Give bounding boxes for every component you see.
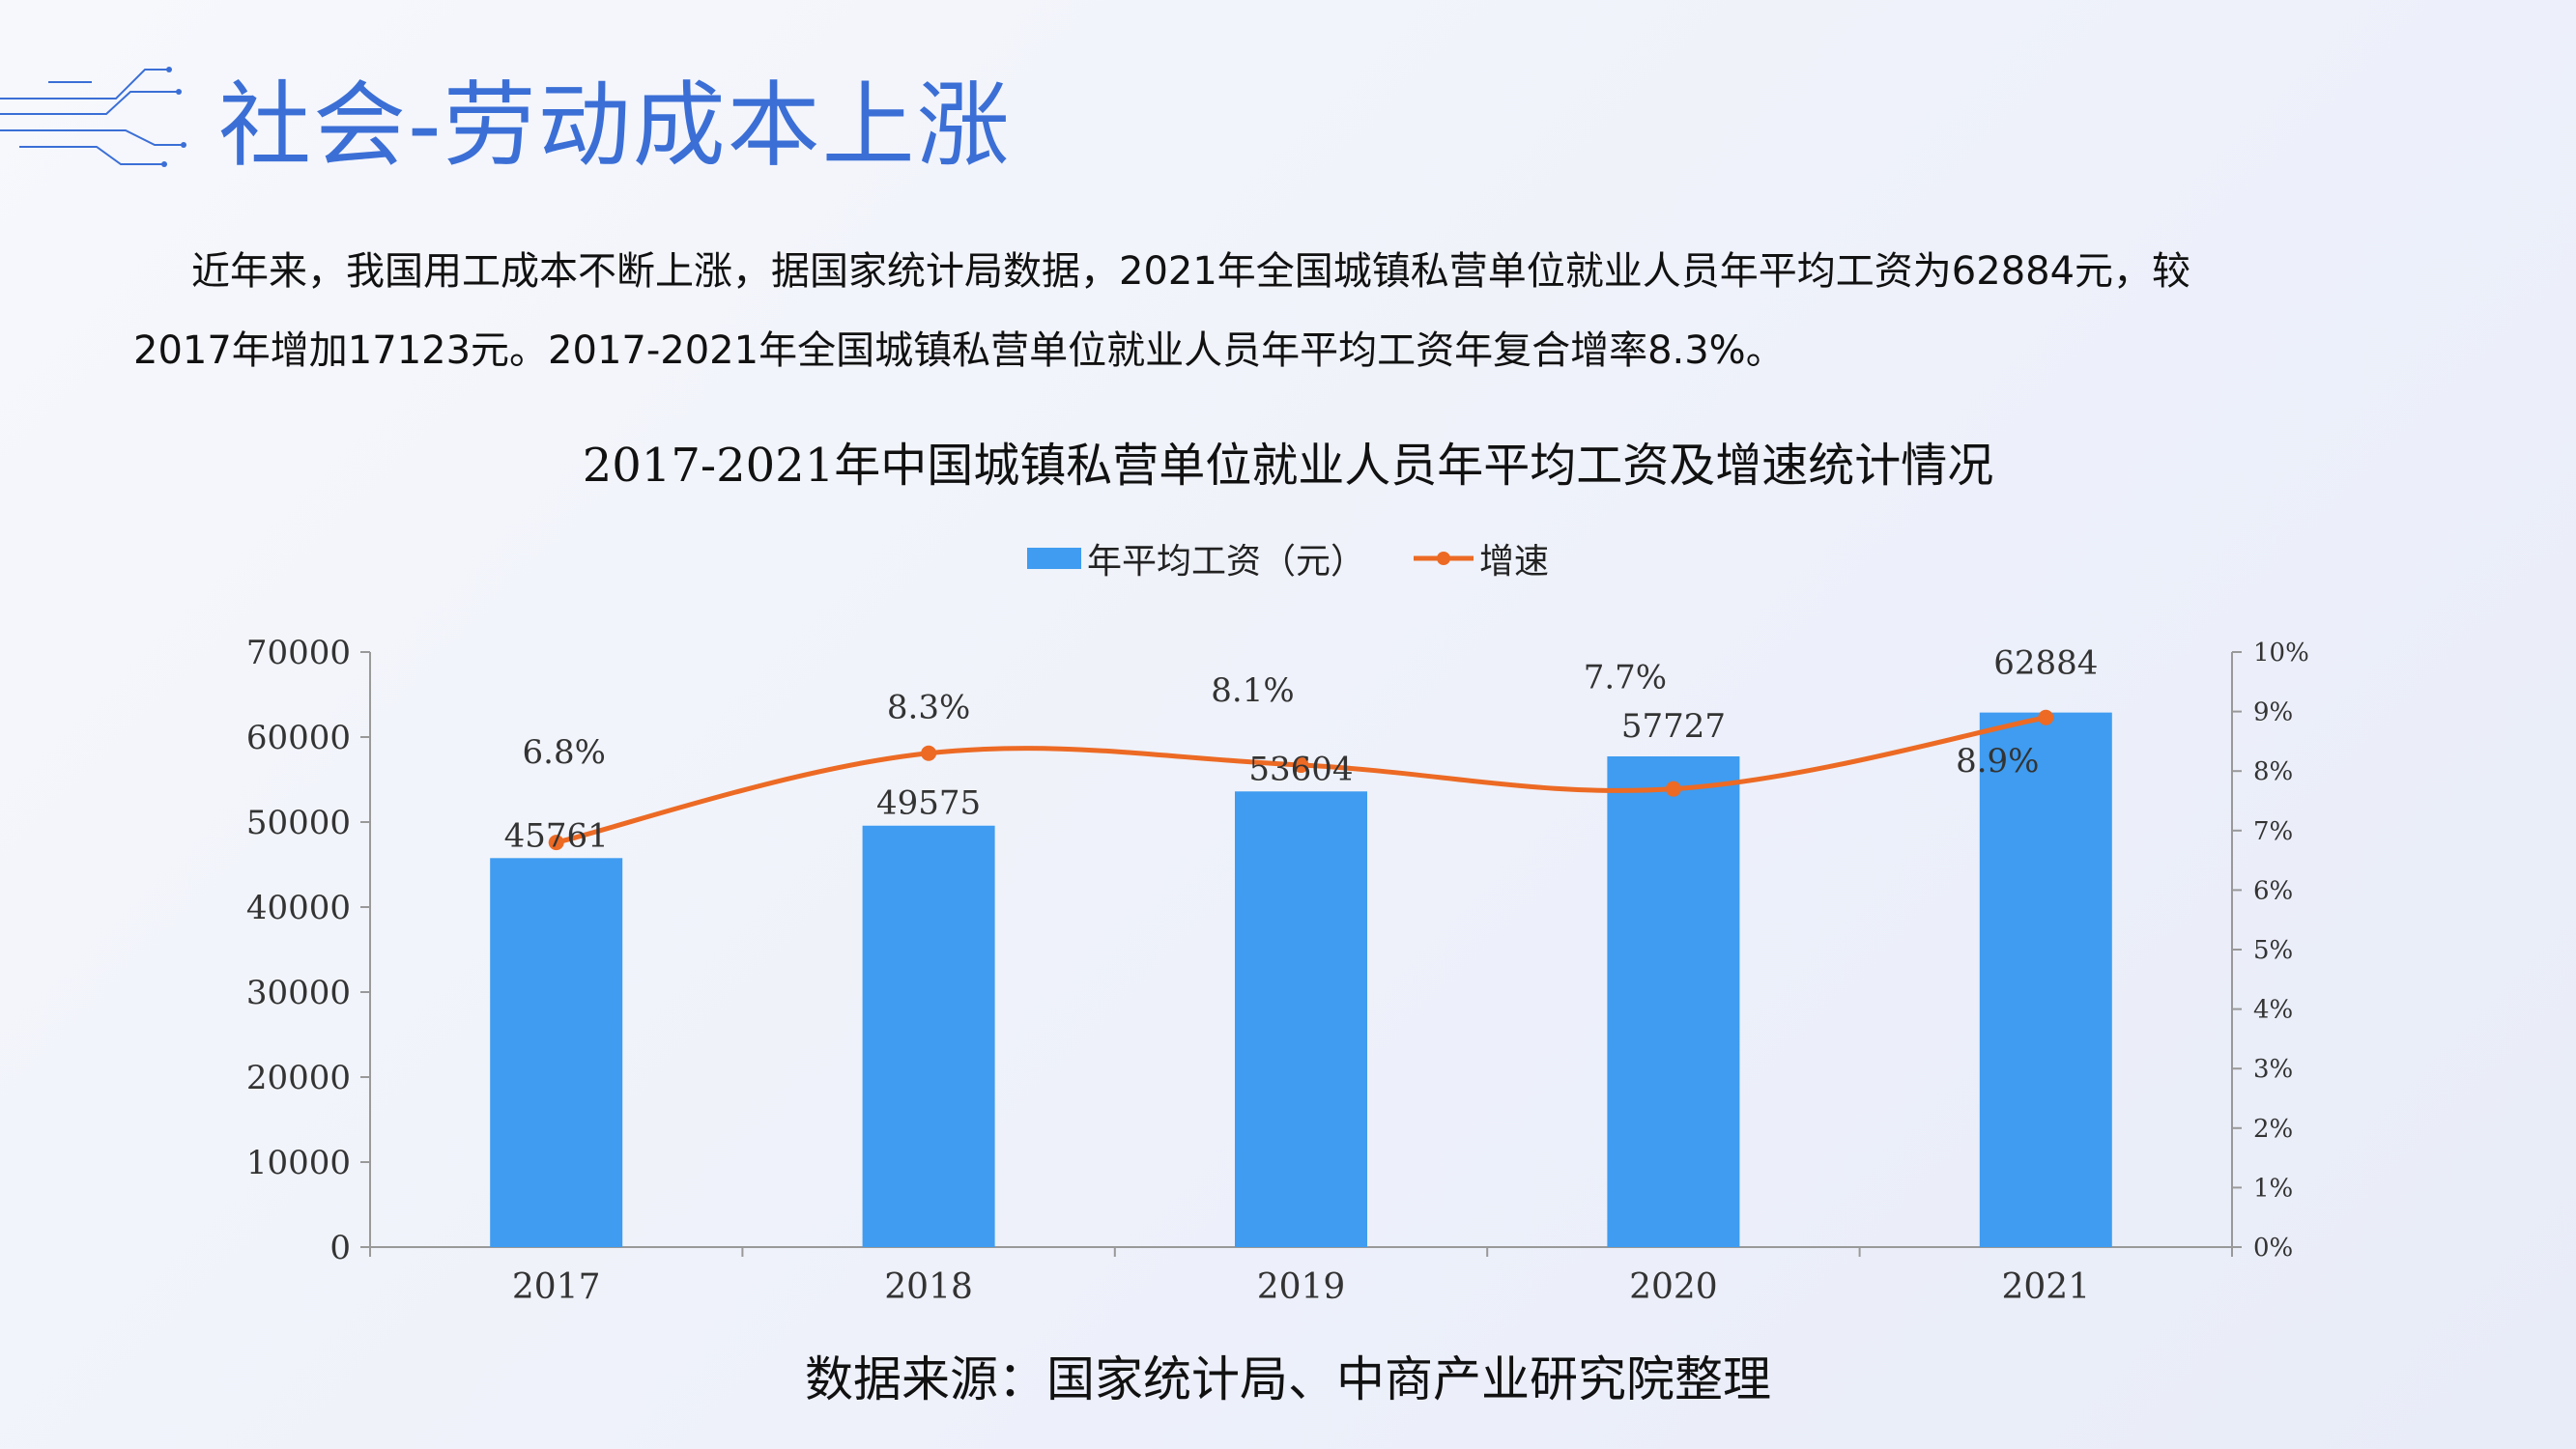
wage-value-label: 62884 bbox=[1993, 644, 2098, 683]
legend-label-growth: 增速 bbox=[1479, 542, 1550, 582]
y-right-tick-label: 5% bbox=[2253, 936, 2293, 965]
x-tick-label: 2018 bbox=[884, 1267, 973, 1307]
chart-title: 2017-2021年中国城镇私营单位就业人员年平均工资及增速统计情况 bbox=[582, 439, 1994, 493]
legend-label-wage: 年平均工资（元） bbox=[1086, 542, 1365, 582]
y-right-tick-label: 1% bbox=[2253, 1174, 2293, 1203]
intro-paragraph: 近年来，我国用工成本不断上涨，据国家统计局数据，2021年全国城镇私营单位就业人… bbox=[133, 232, 2433, 390]
growth-value-label: 8.1% bbox=[1211, 671, 1294, 710]
growth-point bbox=[921, 745, 937, 761]
wage-bar bbox=[1607, 756, 1740, 1247]
y-left-tick-label: 30000 bbox=[246, 974, 351, 1012]
growth-point bbox=[1665, 781, 1681, 797]
y-right-tick-label: 4% bbox=[2253, 996, 2293, 1025]
y-left-tick-label: 0 bbox=[329, 1229, 351, 1267]
data-source-note: 数据来源：国家统计局、中商产业研究院整理 bbox=[805, 1351, 1771, 1407]
y-left-tick-label: 40000 bbox=[246, 889, 351, 927]
y-left-tick-label: 50000 bbox=[246, 804, 351, 842]
y-left-tick-label: 10000 bbox=[246, 1144, 351, 1182]
y-right-tick-label: 7% bbox=[2253, 817, 2293, 846]
header-circuit-decoration bbox=[0, 67, 186, 167]
x-tick-label: 2021 bbox=[2001, 1267, 2090, 1307]
intro-line-2: 2017年增加17123元。2017-2021年全国城镇私营单位就业人员年平均工… bbox=[133, 328, 1785, 373]
wage-bar bbox=[490, 858, 623, 1247]
wage-value-label: 57727 bbox=[1621, 707, 1726, 746]
y-right-tick-label: 9% bbox=[2253, 698, 2293, 727]
y-left-tick-label: 20000 bbox=[246, 1059, 351, 1097]
growth-value-label: 6.8% bbox=[523, 733, 606, 772]
legend-bar-swatch bbox=[1026, 548, 1081, 569]
wage-bar bbox=[1979, 712, 2112, 1247]
x-tick-label: 2017 bbox=[512, 1267, 601, 1307]
wage-value-label: 53604 bbox=[1248, 750, 1353, 788]
intro-line-1: 近年来，我国用工成本不断上涨，据国家统计局数据，2021年全国城镇私营单位就业人… bbox=[191, 249, 2191, 294]
legend-item-wage: 年平均工资（元） bbox=[1026, 533, 1365, 583]
x-tick-label: 2019 bbox=[1257, 1267, 1346, 1307]
y-right-tick-label: 3% bbox=[2253, 1055, 2293, 1084]
growth-value-label: 8.3% bbox=[887, 689, 970, 727]
growth-value-label: 8.9% bbox=[1956, 742, 2039, 781]
wage-bar bbox=[1235, 791, 1367, 1247]
y-right-tick-label: 6% bbox=[2253, 876, 2293, 905]
growth-value-label: 7.7% bbox=[1584, 659, 1667, 697]
legend-item-growth: 增速 bbox=[1414, 533, 1549, 583]
y-right-tick-label: 8% bbox=[2253, 757, 2293, 786]
y-right-tick-label: 0% bbox=[2253, 1234, 2293, 1263]
growth-point bbox=[2038, 709, 2054, 725]
page-title: 社会-劳动成本上涨 bbox=[218, 71, 1012, 180]
y-left-tick-label: 60000 bbox=[246, 719, 351, 757]
growth-point bbox=[548, 835, 564, 851]
y-left-tick-label: 70000 bbox=[246, 634, 351, 672]
legend-line-swatch bbox=[1414, 552, 1474, 565]
growth-point bbox=[1293, 757, 1309, 774]
wage-bar bbox=[862, 825, 995, 1247]
wage-value-label: 49575 bbox=[876, 784, 981, 823]
y-right-tick-label: 10% bbox=[2253, 639, 2309, 668]
wage-value-label: 45761 bbox=[504, 816, 609, 855]
x-tick-label: 2020 bbox=[1629, 1267, 1718, 1307]
y-right-tick-label: 2% bbox=[2253, 1115, 2293, 1144]
chart-legend: 年平均工资（元） 增速 bbox=[0, 533, 2576, 583]
